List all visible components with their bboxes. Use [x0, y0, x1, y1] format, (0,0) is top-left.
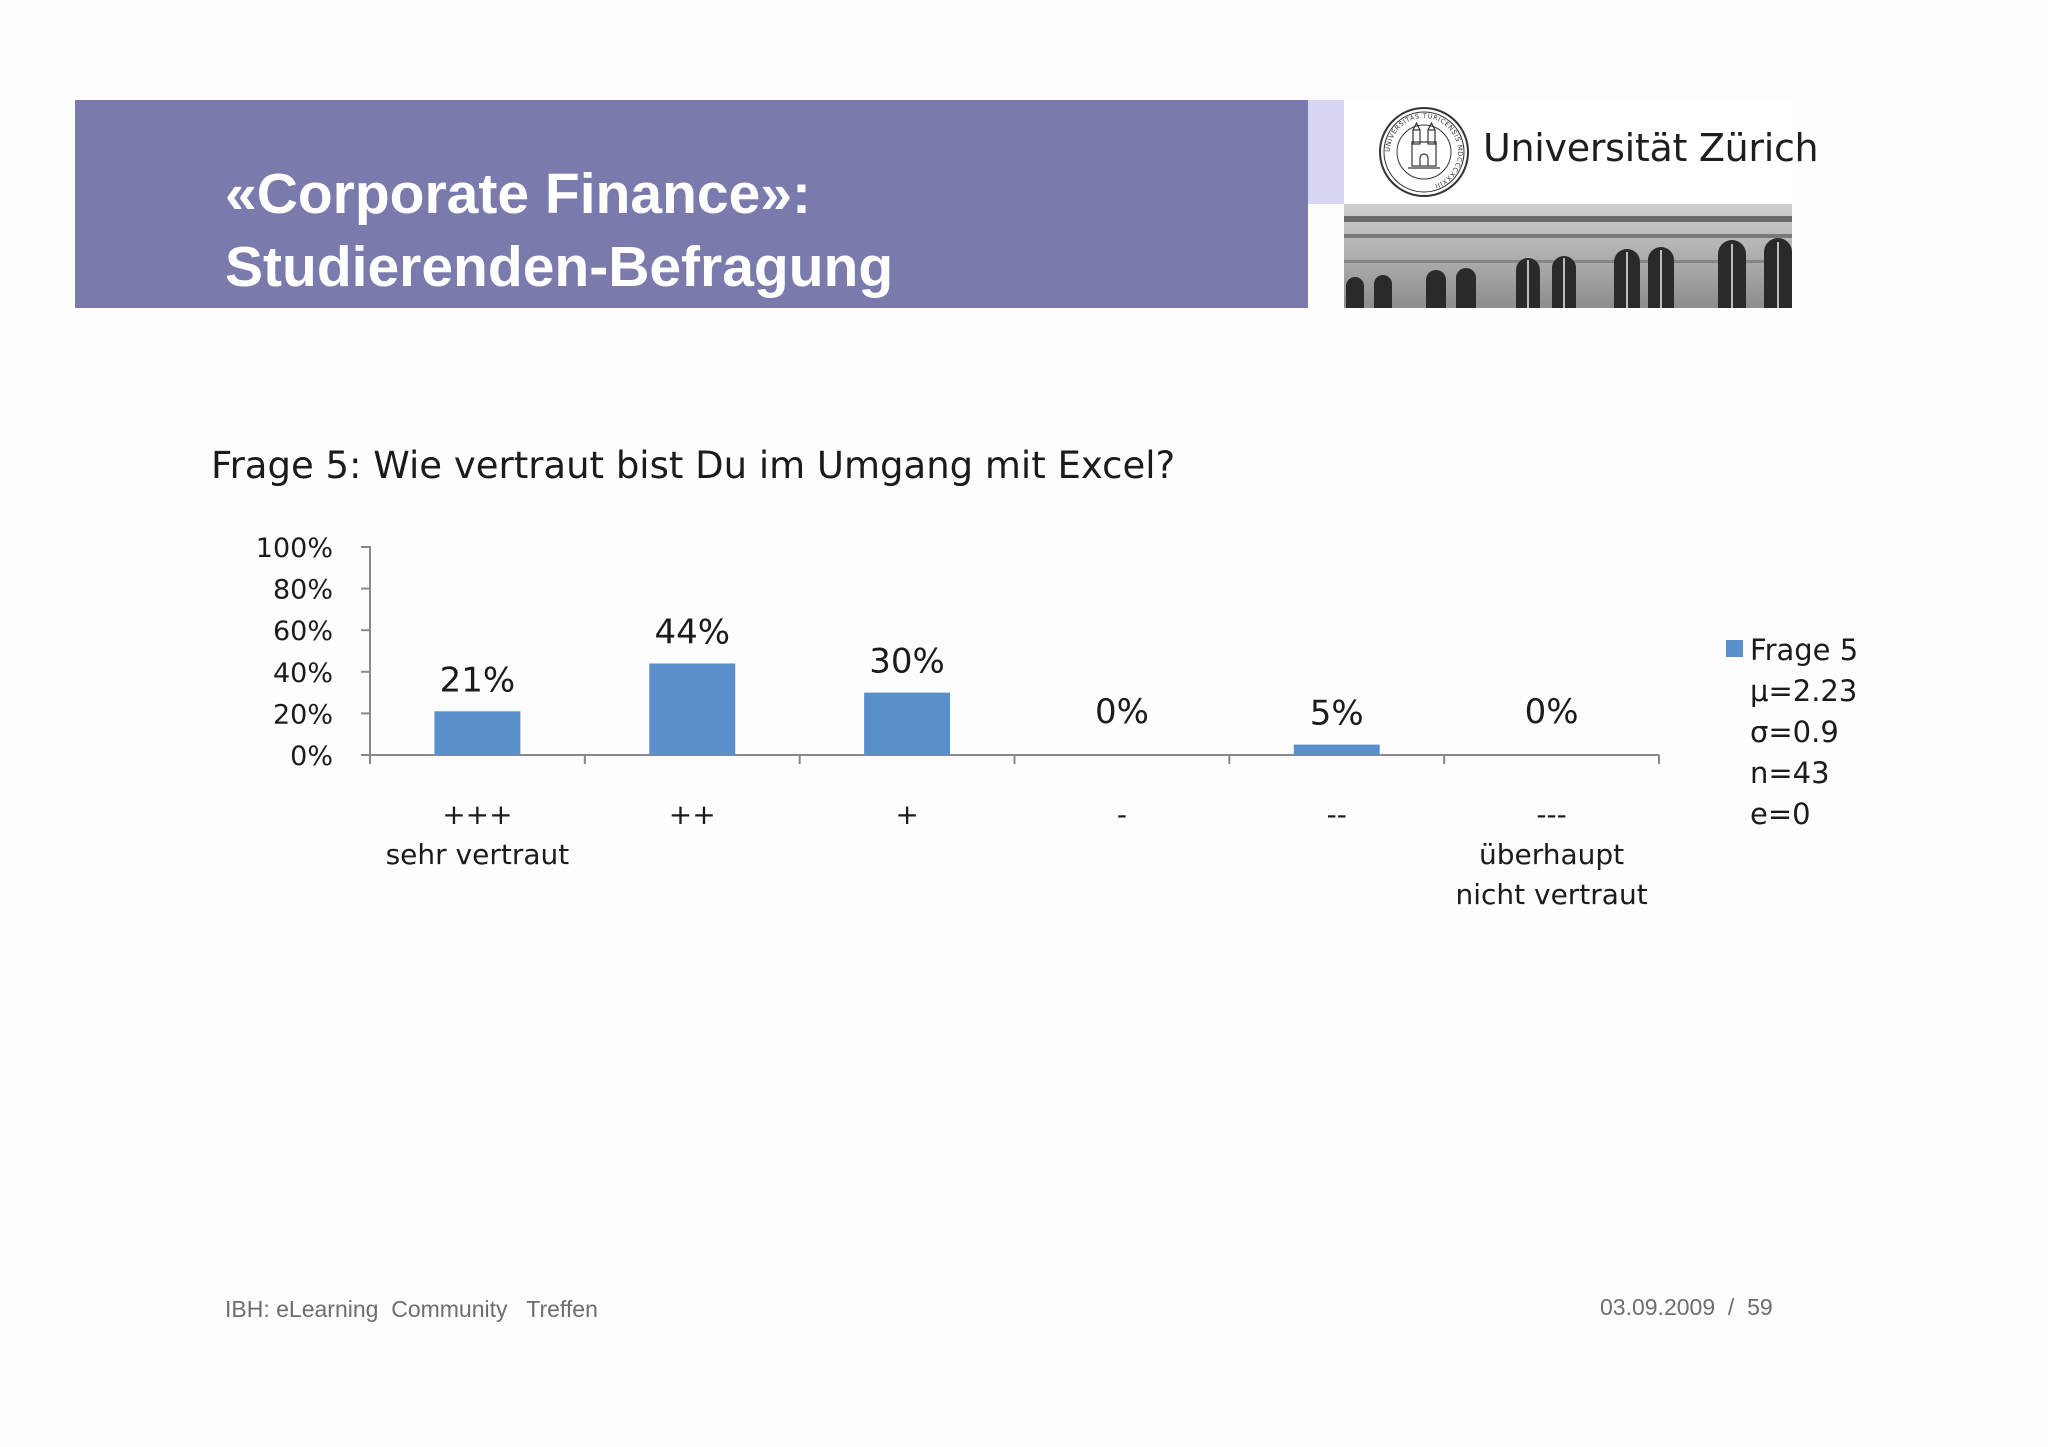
- stats-block: μ=2.23 σ=0.9 n=43 e=0: [1750, 674, 1857, 831]
- bar: [1293, 744, 1380, 755]
- y-tick-label: 80%: [273, 575, 333, 606]
- university-name: Universität Zürich: [1483, 126, 1819, 170]
- y-tick-label: 40%: [273, 658, 333, 689]
- footer-event: IBH: eLearning Community Treffen: [225, 1296, 598, 1322]
- category-label: +: [895, 798, 918, 831]
- chart-title: Frage 5: Wie vertraut bist Du im Umgang …: [211, 444, 1175, 487]
- category-label: ---: [1536, 798, 1566, 831]
- legend: Frage 5: [1726, 633, 1858, 667]
- title-banner: [75, 100, 1308, 308]
- category-labels: +++sehr vertraut++ + - -- ---überhauptnicht …: [386, 798, 1648, 911]
- legend-series-name: Frage 5: [1750, 633, 1858, 667]
- category-label: sehr vertraut: [386, 838, 570, 871]
- data-label: 21%: [440, 660, 516, 700]
- data-label: 44%: [654, 612, 730, 652]
- slide-title-line-2: Studierenden-Befragung: [225, 235, 894, 299]
- category-label: ++: [669, 798, 716, 831]
- bar: [864, 692, 951, 755]
- data-labels: 21% 44% 30% 0% 5% 0%: [440, 612, 1579, 733]
- building-photo: [1344, 204, 1792, 308]
- category-label: überhaupt: [1479, 838, 1624, 871]
- data-label: 30%: [869, 642, 945, 682]
- category-label: nicht vertraut: [1455, 878, 1647, 911]
- category-label: --: [1327, 798, 1347, 831]
- slide-title: «Corporate Finance»: Studierenden-Befrag…: [225, 158, 893, 304]
- stat-line: e=0: [1750, 797, 1811, 831]
- slide-title-line-1: «Corporate Finance»:: [225, 162, 811, 226]
- banner-accent: [1308, 100, 1344, 204]
- bar: [649, 663, 736, 755]
- y-tick-label: 60%: [273, 616, 333, 647]
- chart-axes: [369, 546, 1659, 756]
- data-label: 0%: [1095, 692, 1149, 732]
- y-tick-label: 0%: [290, 741, 333, 772]
- stat-line: σ=0.9: [1750, 715, 1839, 749]
- footer-date-page: 03.09.2009 / 59: [1600, 1294, 1773, 1320]
- bars: [434, 663, 1380, 755]
- legend-swatch: [1726, 640, 1743, 657]
- bar: [434, 711, 521, 755]
- y-ticks: 0% 20% 40% 60% 80% 100%: [256, 533, 370, 772]
- stat-line: n=43: [1750, 756, 1830, 790]
- data-label: 0%: [1525, 692, 1579, 732]
- university-logo: UNIVERSITAS TURICENSIS MDCCCXXXIII Unive…: [1344, 100, 1819, 204]
- university-seal-icon: UNIVERSITAS TURICENSIS MDCCCXXXIII: [1379, 107, 1469, 197]
- y-tick-label: 20%: [273, 699, 333, 730]
- stat-line: μ=2.23: [1750, 674, 1857, 708]
- category-label: +++: [442, 798, 512, 831]
- category-label: -: [1117, 798, 1127, 831]
- data-label: 5%: [1310, 694, 1364, 734]
- x-ticks: [369, 755, 1660, 764]
- y-tick-label: 100%: [256, 533, 333, 564]
